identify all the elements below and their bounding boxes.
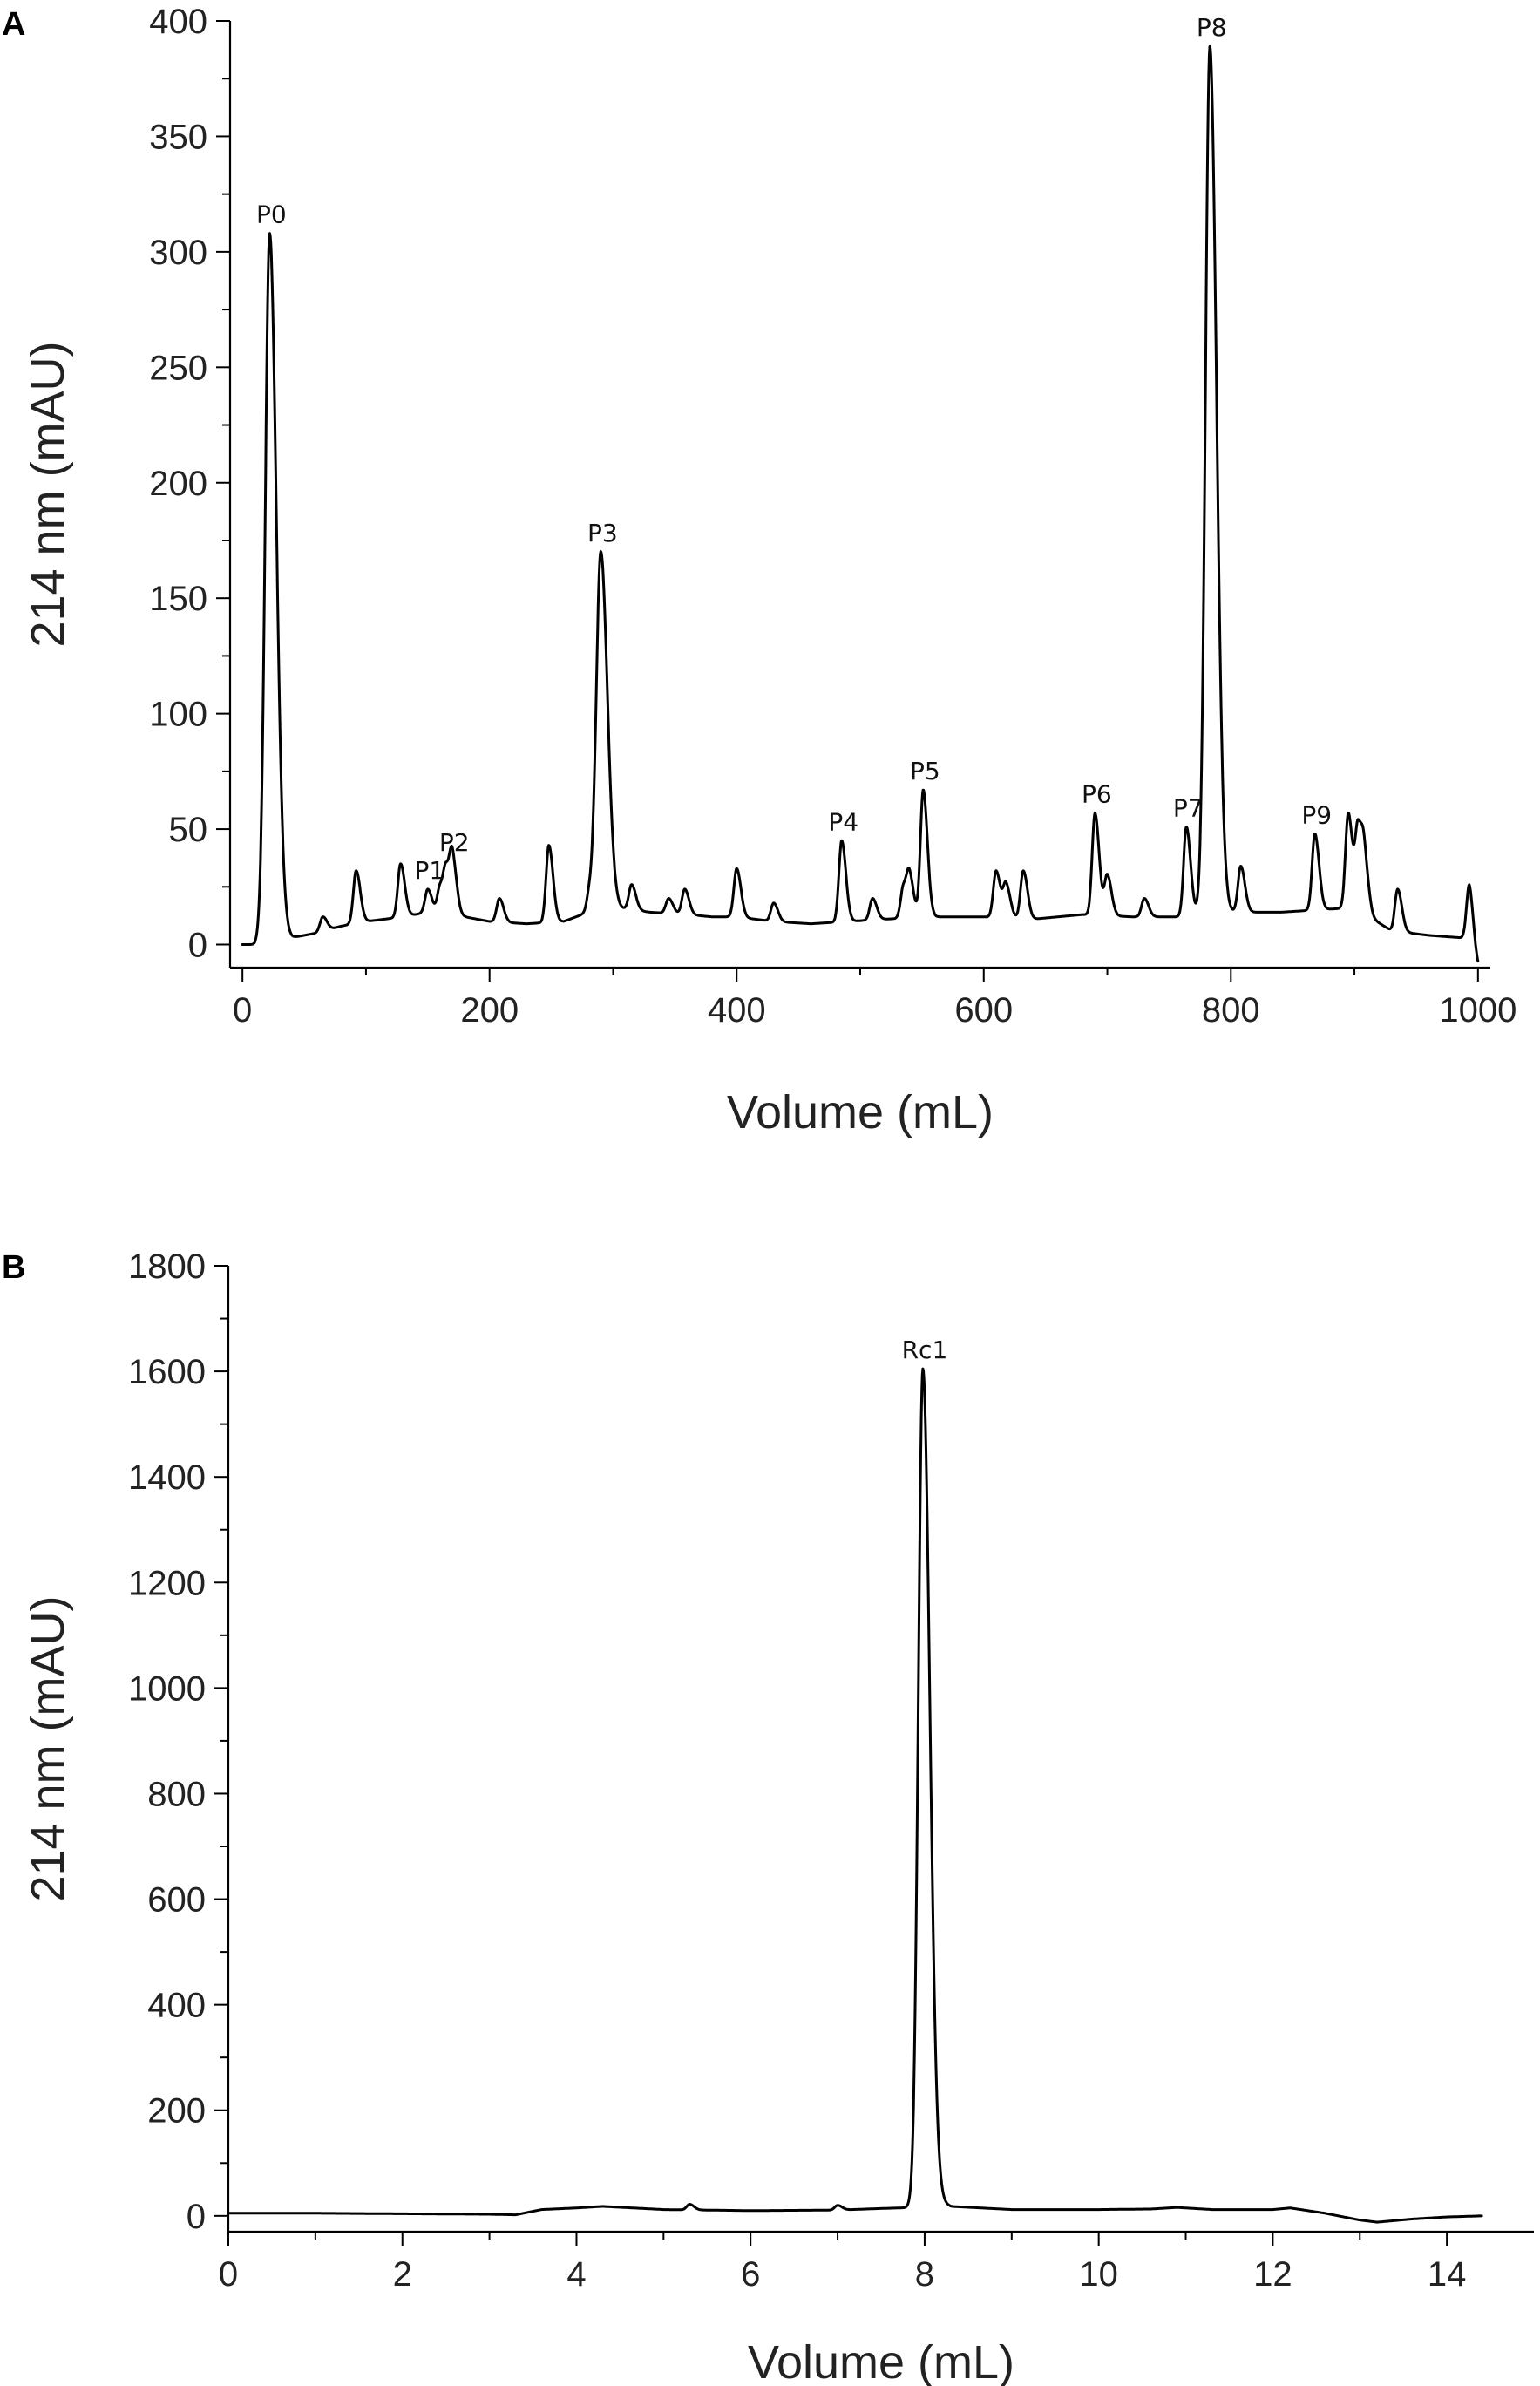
x-tick-label: 6 — [741, 2255, 760, 2294]
peak-label: P6 — [1082, 780, 1112, 809]
y-tick-label: 200 — [147, 2092, 206, 2131]
panel-b-axes: 0 200 400 600 800 1000 1200 1400 1600 1800 0 2 4 6 8 10… — [128, 1247, 1534, 2294]
y-tick-label: 150 — [149, 580, 207, 618]
peak-label: P2 — [439, 828, 470, 857]
panel-b-letter: B — [2, 1249, 25, 1286]
peak-label: P5 — [910, 757, 940, 785]
y-tick-label: 100 — [149, 696, 207, 734]
x-tick-label: 200 — [460, 991, 519, 1030]
panel-b-x-axis-title: Volume (mL) — [748, 2336, 1014, 2386]
panel-b-y-axis-title: 214 nm (mAU) — [22, 1595, 74, 1901]
chromatogram-trace — [227, 1367, 1483, 2224]
peak-label: Rc1 — [902, 1336, 948, 1364]
x-tick-label: 10 — [1079, 2255, 1118, 2294]
x-tick-label: 8 — [915, 2255, 934, 2294]
y-tick-label: 1400 — [128, 1458, 206, 1497]
peak-label: P3 — [587, 519, 618, 547]
peak-label: P0 — [256, 201, 287, 229]
x-tick-label: 800 — [1202, 991, 1260, 1030]
panel-a-x-axis-title: Volume (mL) — [727, 1086, 994, 1139]
panel-a-letter: A — [2, 6, 25, 43]
x-tick-label: 600 — [954, 991, 1013, 1030]
y-tick-label: 350 — [149, 118, 207, 156]
peak-label: P1 — [414, 856, 444, 885]
y-tick-label: 1000 — [128, 1669, 206, 1708]
y-tick-label: 0 — [187, 2198, 206, 2236]
x-tick-label: 0 — [219, 2255, 238, 2294]
y-tick-label: 50 — [169, 811, 208, 849]
y-tick-label: 800 — [147, 1775, 206, 1813]
x-tick-label: 4 — [566, 2255, 586, 2294]
peak-label: P7 — [1173, 793, 1204, 822]
y-tick-label: 400 — [147, 1987, 206, 2025]
panel-a-chart: A 0 50 100 150 200 250 300 350 400 0 200 400 600 800 1… — [2, 3, 1516, 1139]
chromatogram-trace — [241, 44, 1480, 963]
x-tick-label: 0 — [233, 991, 252, 1030]
peak-label: P8 — [1197, 13, 1227, 42]
x-tick-label: 12 — [1253, 2255, 1292, 2294]
y-tick-label: 250 — [149, 349, 207, 387]
peak-label: P4 — [828, 807, 858, 836]
y-tick-label: 400 — [149, 3, 207, 41]
x-tick-label: 400 — [708, 991, 766, 1030]
x-tick-label: 2 — [393, 2255, 412, 2294]
panel-a-axes: 0 50 100 150 200 250 300 350 400 0 200 400 600 800 100… — [149, 3, 1516, 1030]
y-tick-label: 1200 — [128, 1564, 206, 1602]
x-tick-label: 14 — [1428, 2255, 1467, 2294]
peak-label: P9 — [1301, 800, 1332, 829]
y-tick-label: 600 — [147, 1881, 206, 1920]
y-tick-label: 1600 — [128, 1353, 206, 1391]
y-tick-label: 1800 — [128, 1247, 206, 1286]
y-tick-label: 0 — [188, 927, 207, 965]
panel-a-y-axis-title: 214 nm (mAU) — [22, 341, 74, 647]
x-tick-label: 1000 — [1439, 991, 1516, 1030]
y-tick-label: 300 — [149, 234, 207, 272]
panel-b-chart: B 0 200 400 600 800 1000 1200 1400 1600 1800 0 2 4 6 8… — [2, 1247, 1534, 2386]
y-tick-label: 200 — [149, 465, 207, 503]
